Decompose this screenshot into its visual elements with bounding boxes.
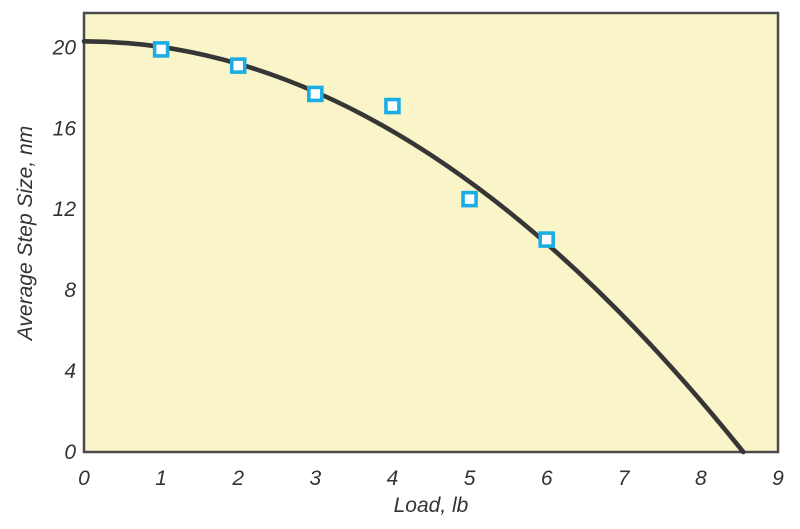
y-tick-label: 16 <box>53 117 77 140</box>
data-point-load-2 <box>229 57 247 74</box>
x-tick-label: 0 <box>78 467 90 490</box>
x-tick-label: 5 <box>464 467 476 490</box>
plot-area <box>82 11 780 454</box>
y-axis-label: Average Step Size, nm <box>14 125 37 341</box>
x-tick-label: 9 <box>772 467 784 490</box>
x-tick-label: 7 <box>618 467 631 490</box>
fit-curve <box>81 39 746 455</box>
x-tick-label: 8 <box>695 467 707 490</box>
y-tick-label: 12 <box>53 198 77 221</box>
y-tick-label: 8 <box>64 279 76 302</box>
x-tick-label: 2 <box>231 467 244 490</box>
y-tick-label: 4 <box>64 360 76 383</box>
data-point-load-6 <box>538 231 555 248</box>
data-point-load-3 <box>307 85 324 103</box>
data-point-load-5 <box>461 190 478 208</box>
x-tick-label: 4 <box>387 467 399 490</box>
data-point-load-1 <box>152 41 170 58</box>
y-tick-label: 20 <box>52 36 77 59</box>
x-tick-label: 6 <box>541 467 553 490</box>
data-point-load-4 <box>384 97 401 115</box>
x-axis-label: Load, lb <box>393 494 469 517</box>
x-tick-label: 3 <box>309 467 321 490</box>
x-tick-label: 1 <box>155 467 167 490</box>
y-tick-label: 0 <box>64 441 76 464</box>
